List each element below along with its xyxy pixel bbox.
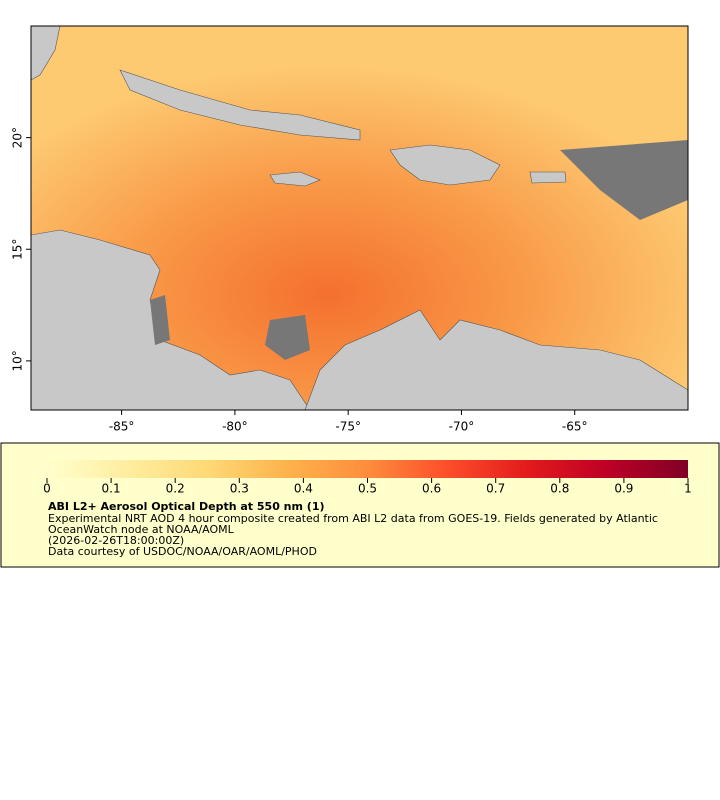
legend-line: Data courtesy of USDOC/NOAA/OAR/AOML/PHO… bbox=[48, 545, 317, 558]
colorbar-tick-label: 0.8 bbox=[550, 482, 569, 496]
colorbar-tick-label: 0 bbox=[43, 482, 51, 496]
colorbar-tick-label: 0.3 bbox=[230, 482, 249, 496]
legend-line: OceanWatch node at NOAA/AOML bbox=[48, 523, 235, 536]
legend-line: (2026-02-26T18:00:00Z) bbox=[48, 534, 184, 547]
hispaniola bbox=[389, 144, 501, 186]
jamaica bbox=[269, 171, 321, 187]
x-tick-label: -70° bbox=[449, 420, 475, 434]
colorbar-tick-label: 1 bbox=[684, 482, 692, 496]
cloud bbox=[265, 315, 310, 360]
colorbar-tick-label: 0.1 bbox=[102, 482, 121, 496]
y-tick-label: 20° bbox=[11, 127, 25, 148]
x-tick-label: -80° bbox=[222, 420, 248, 434]
puerto-rico bbox=[529, 171, 567, 184]
colorbar-tick-label: 0.4 bbox=[294, 482, 313, 496]
legend-line: Experimental NRT AOD 4 hour composite cr… bbox=[48, 512, 658, 525]
south-america bbox=[304, 309, 689, 411]
cloud bbox=[560, 140, 688, 220]
x-tick-label: -85° bbox=[109, 420, 135, 434]
map-frame bbox=[30, 25, 689, 411]
cloud-mask bbox=[150, 140, 688, 360]
legend-title: ABI L2+ Aerosol Optical Depth at 550 nm … bbox=[48, 500, 325, 513]
colorbar-tick-label: 0.6 bbox=[422, 482, 441, 496]
x-tick-label: -65° bbox=[562, 420, 588, 434]
cuba bbox=[119, 69, 361, 141]
x-tick-label: -75° bbox=[335, 420, 361, 434]
y-tick-label: 10° bbox=[11, 350, 25, 371]
cloud bbox=[150, 295, 170, 345]
colorbar-tick-label: 0.7 bbox=[486, 482, 505, 496]
y-tick-label: 15° bbox=[11, 239, 25, 260]
colorbar-tick-label: 0.5 bbox=[358, 482, 377, 496]
colorbar-tick-label: 0.2 bbox=[166, 482, 185, 496]
colorbar-tick-label: 0.9 bbox=[614, 482, 633, 496]
land bbox=[30, 25, 689, 411]
colorbar bbox=[47, 460, 688, 478]
